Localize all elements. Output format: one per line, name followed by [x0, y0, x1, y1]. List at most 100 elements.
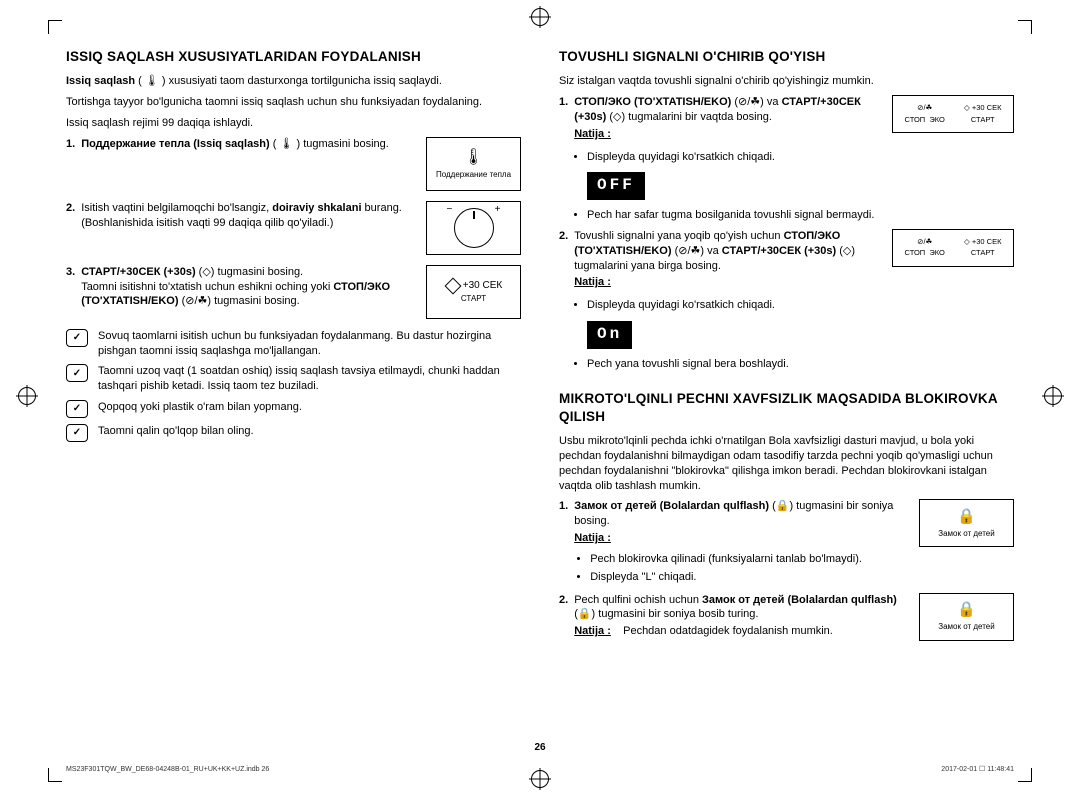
icon-box-stop-start: ⊘/☘СТОП ЭКО ◇ +30 СЕКСТАРТ — [892, 95, 1014, 133]
text: (⊘/☘) tugmasini bosing. — [179, 295, 300, 307]
icon-box-dial — [426, 201, 521, 255]
note-text: Qopqoq yoki plastik o'ram bilan yopmang. — [98, 400, 521, 415]
caution-note: ✓ Taomni uzoq vaqt (1 soatdan oshiq) iss… — [66, 364, 521, 394]
text: (⊘/☘) va — [731, 96, 781, 108]
step-text: Замок от детей (Bolalardan qulflash) (🔒)… — [574, 499, 911, 590]
caution-note: ✓ Taomni qalin qo'lqop bilan oling. — [66, 424, 521, 442]
result-label: Natija : — [574, 127, 611, 142]
button-name: Поддержание тепла (Issiq saqlash) — [81, 138, 270, 150]
lock-icon: 🔒 — [957, 507, 976, 527]
caution-icon: ✓ — [66, 364, 88, 382]
registration-mark — [1044, 387, 1062, 405]
note-text: Taomni qalin qo'lqop bilan oling. — [98, 424, 521, 439]
step-2: 2. Isitish vaqtini belgilamoqchi bo'lsan… — [66, 201, 521, 255]
result-label: Natija : — [574, 531, 611, 546]
crop-mark — [1018, 768, 1032, 782]
thermometer-icon: 🌡 — [463, 147, 483, 169]
heading-child-lock: MIKROTO'LQINLI PECHNI XAVFSIZLIK MAQSADI… — [559, 390, 1014, 426]
result-list: Pech har safar tugma bosilganida tovushl… — [559, 208, 1014, 223]
registration-mark — [531, 770, 549, 788]
step-number: 1. — [559, 499, 568, 590]
icon-box-keep-warm: 🌡 Поддержание тепла — [426, 137, 521, 191]
result-item: Displeyda quyidagi ko'rsatkich chiqadi. — [587, 298, 1014, 313]
caution-icon: ✓ — [66, 400, 88, 418]
result-item: Pech har safar tugma bosilganida tovushl… — [587, 208, 1014, 223]
step-text: Isitish vaqtini belgilamoqchi bo'lsangiz… — [81, 201, 420, 255]
result-item: Displeyda "L" chiqadi. — [590, 570, 907, 585]
step-text: Pech qulfini ochish uchun Замок от детей… — [574, 593, 911, 644]
result-list: Pech yana tovushli signal bera boshlaydi… — [559, 357, 1014, 372]
step-number: 3. — [66, 265, 75, 319]
icon-label: Поддержание тепла — [436, 170, 511, 181]
text: Tovushli signalni yana yoqib qo'yish uch… — [574, 230, 783, 242]
step-1: 1. СТОП/ЭКО (TO'XTATISH/EKO) (⊘/☘) va СТ… — [559, 95, 1014, 148]
page-content: ISSIQ SAQLASH XUSUSIYATLARIDAN FOYDALANI… — [0, 0, 1080, 675]
result-item: Displeyda quyidagi ko'rsatkich chiqadi. — [587, 150, 1014, 165]
footer-timestamp: 2017-02-01 ☐ 11:48:41 — [941, 765, 1014, 774]
icon-box-stop-start: ⊘/☘СТОП ЭКО ◇ +30 СЕКСТАРТ — [892, 229, 1014, 267]
note-text: Sovuq taomlarni isitish uchun bu funksiy… — [98, 329, 521, 359]
text: Isitish vaqtini belgilamoqchi bo'lsangiz… — [81, 202, 272, 214]
registration-mark — [531, 8, 549, 26]
heading-keep-warm: ISSIQ SAQLASH XUSUSIYATLARIDAN FOYDALANI… — [66, 48, 521, 66]
button-name: Замок от детей (Bolalardan qulflash) — [574, 500, 769, 512]
icon-label: СТАРТ — [461, 294, 486, 305]
intro-text: Tortishga tayyor bo'lgunicha taomni issi… — [66, 95, 521, 110]
lock-icon: 🔒 — [957, 600, 976, 620]
step-number: 1. — [559, 95, 568, 146]
button-name: Замок от детей (Bolalardan qulflash) — [702, 594, 897, 606]
icon-label: +30 СЕК — [463, 279, 502, 293]
step-number: 2. — [559, 229, 568, 294]
result-list: Displeyda quyidagi ko'rsatkich chiqadi. — [559, 298, 1014, 313]
icon-box-lock: 🔒 Замок от детей — [919, 593, 1014, 641]
step-3: 3. СТАРТ/+30СЕК (+30s) (◇) tugmasini bos… — [66, 265, 521, 319]
display-on: On — [587, 321, 632, 349]
caution-note: ✓ Sovuq taomlarni isitish uchun bu funks… — [66, 329, 521, 359]
term-issiq-saqlash: Issiq saqlash — [66, 75, 135, 87]
step-row: 1. СТОП/ЭКО (TO'XTATISH/EKO) (⊘/☘) va СТ… — [559, 95, 884, 148]
step-number: 1. — [66, 137, 75, 191]
button-name: СТАРТ/+30СЕК (+30s) — [722, 245, 836, 257]
result-label: Natija : — [574, 275, 611, 290]
text: (◇) tugmalarini bir vaqtda bosing. — [606, 111, 772, 123]
dial-icon — [454, 208, 494, 248]
lock-step-2: 2. Pech qulfini ochish uchun Замок от де… — [559, 593, 1014, 646]
icon-box-start: +30 СЕК СТАРТ — [426, 265, 521, 319]
text: (⊘/☘) va — [672, 245, 722, 257]
term-dial: doiraviy shkalani — [272, 202, 361, 214]
icon-box-lock: 🔒 Замок от детей — [919, 499, 1014, 547]
text: (◇) tugmasini bosing. — [196, 266, 304, 278]
icon-row: +30 СЕК — [445, 279, 502, 293]
step-number: 2. — [559, 593, 568, 644]
note-text: Taomni uzoq vaqt (1 soatdan oshiq) issiq… — [98, 364, 521, 394]
step-number: 2. — [66, 201, 75, 255]
caution-icon: ✓ — [66, 424, 88, 442]
heading-sound-off: TOVUSHLI SIGNALNI O'CHIRIB QO'YISH — [559, 48, 1014, 66]
step-text: Tovushli signalni yana yoqib qo'yish uch… — [574, 229, 884, 294]
icon-label: Замок от детей — [938, 529, 994, 540]
crop-mark — [1018, 20, 1032, 34]
lock-intro: Usbu mikroto'lqinli pechda ichki o'rnati… — [559, 434, 1014, 493]
right-column: TOVUSHLI SIGNALNI O'CHIRIB QO'YISH Siz i… — [559, 48, 1014, 645]
registration-mark — [18, 387, 36, 405]
step-2: 2. Tovushli signalni yana yoqib qo'yish … — [559, 229, 1014, 296]
caution-icon: ✓ — [66, 329, 88, 347]
crop-mark — [48, 768, 62, 782]
footer-filename: MS23F301TQW_BW_DE68-04248B-01_RU+UK+KK+U… — [66, 765, 269, 774]
diamond-icon — [444, 278, 461, 295]
text: ( 🌡 ) xususiyati taom dasturxonga tortil… — [135, 75, 442, 87]
lock-step-1: 1. Замок от детей (Bolalardan qulflash) … — [559, 499, 1014, 592]
caution-note: ✓ Qopqoq yoki plastik o'ram bilan yopman… — [66, 400, 521, 418]
result-item: Pech blokirovka qilinadi (funksiyalarni … — [590, 552, 907, 567]
text: Pech qulfini ochish uchun — [574, 594, 702, 606]
intro-text: Issiq saqlash rejimi 99 daqiqa ishlaydi. — [66, 116, 521, 131]
button-name: СТОП/ЭКО (TO'XTATISH/EKO) — [574, 96, 731, 108]
icon-label: Замок от детей — [938, 622, 994, 633]
display-off: OFF — [587, 172, 645, 200]
text: (🔒) tugmasini bir soniya bosib turing. — [574, 608, 758, 620]
step-text: Поддержание тепла (Issiq saqlash) ( 🌡 ) … — [81, 137, 420, 191]
result-text: Pechdan odatdagidek foydalanish mumkin. — [623, 625, 833, 637]
crop-mark — [48, 20, 62, 34]
result-label: Natija : — [574, 624, 611, 639]
step-text: СТОП/ЭКО (TO'XTATISH/EKO) (⊘/☘) va СТАРТ… — [574, 95, 884, 146]
